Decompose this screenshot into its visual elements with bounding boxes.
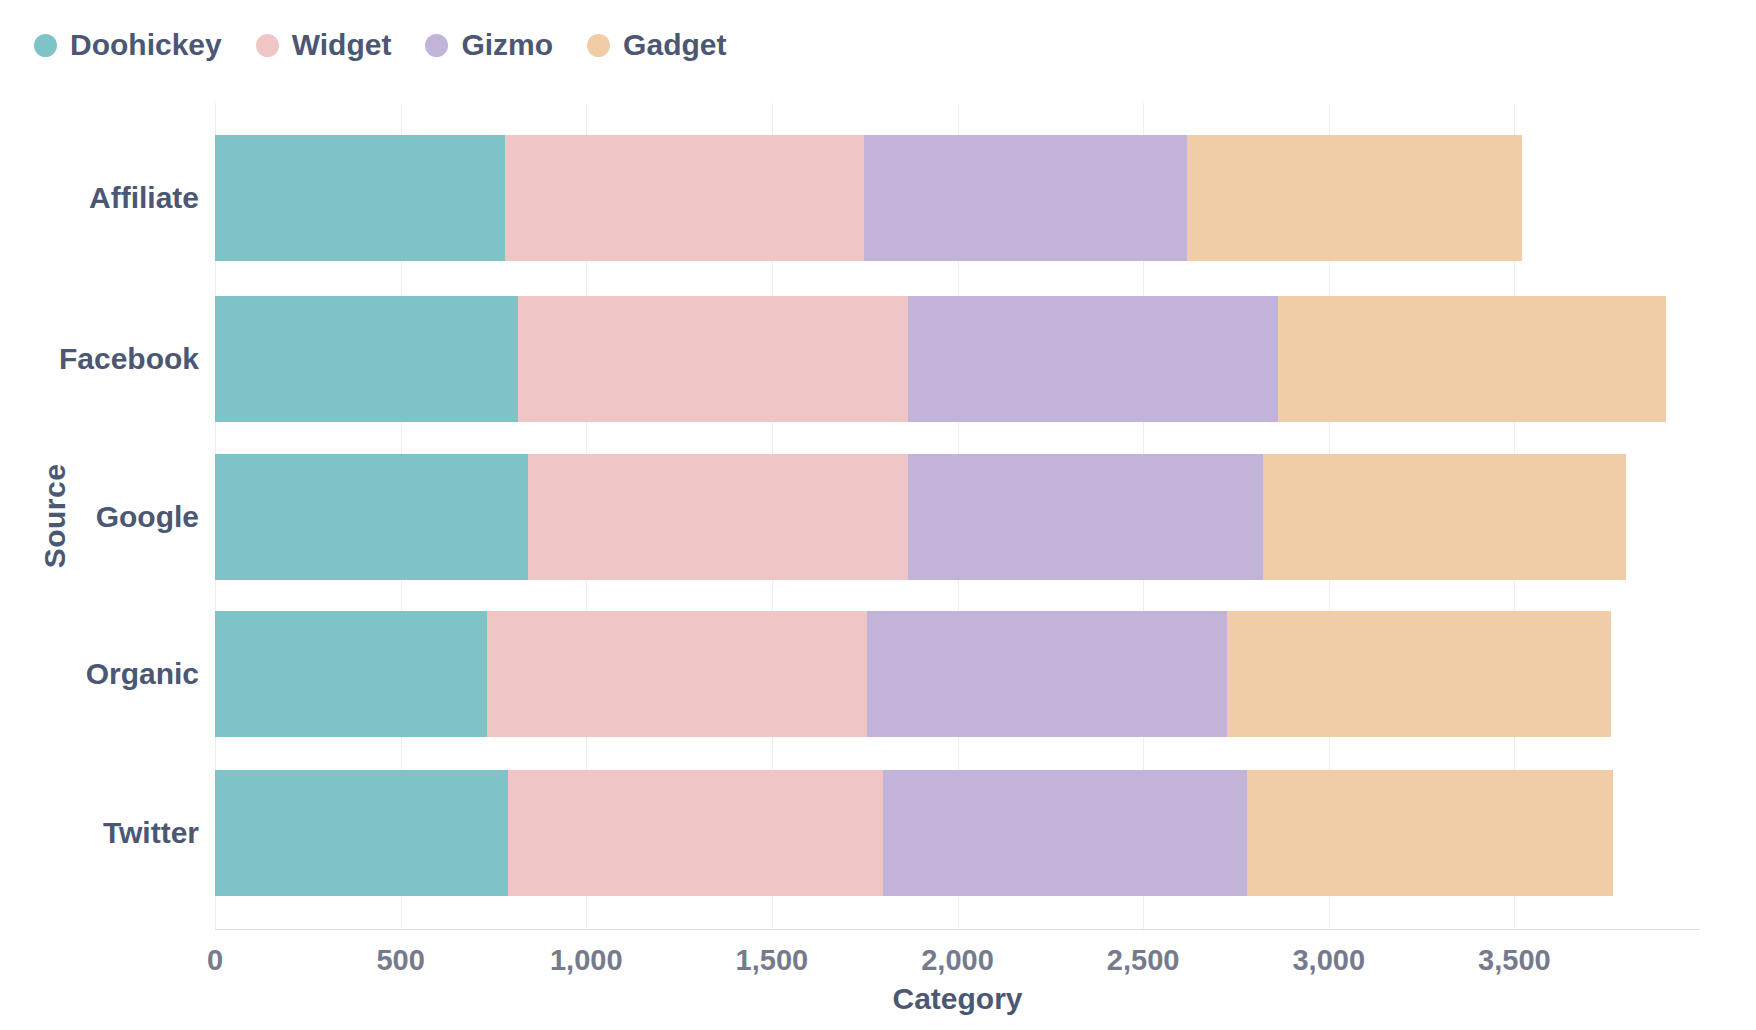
legend-label: Gizmo [461, 28, 553, 62]
bar-segment-google-gizmo[interactable] [908, 454, 1263, 580]
bar-segment-twitter-gizmo[interactable] [883, 770, 1248, 896]
x-axis-tick-label: 2,500 [1107, 944, 1180, 977]
bar-segment-affiliate-doohickey[interactable] [215, 135, 505, 261]
bar-row-affiliate [215, 135, 1700, 261]
bar-segment-organic-widget[interactable] [487, 611, 867, 737]
bar-row-organic [215, 611, 1700, 737]
x-axis-tick-label: 1,500 [736, 944, 809, 977]
x-axis-title: Category [215, 982, 1700, 1016]
y-axis-label-affiliate: Affiliate [0, 135, 199, 261]
legend-item-gizmo[interactable]: Gizmo [425, 28, 553, 62]
legend-dot-icon [256, 34, 279, 57]
bar-segment-google-doohickey[interactable] [215, 454, 528, 580]
bar-segment-google-widget[interactable] [528, 454, 909, 580]
y-axis-labels: Affiliate Facebook Google Organic Twitter [0, 0, 199, 1030]
bar-row-google [215, 454, 1700, 580]
y-axis-label-organic: Organic [0, 611, 199, 737]
bar-segment-organic-gadget[interactable] [1227, 611, 1611, 737]
x-axis-tick-label: 3,500 [1478, 944, 1551, 977]
bar-segment-affiliate-gizmo[interactable] [864, 135, 1188, 261]
x-axis-line [215, 929, 1700, 930]
y-axis-label-facebook: Facebook [0, 296, 199, 422]
legend-dot-icon [425, 34, 448, 57]
legend-item-widget[interactable]: Widget [256, 28, 392, 62]
legend-label: Gadget [623, 28, 726, 62]
bar-segment-twitter-doohickey[interactable] [215, 770, 508, 896]
legend-label: Widget [292, 28, 392, 62]
bar-segment-google-gadget[interactable] [1263, 454, 1626, 580]
x-axis-ticks: 05001,0001,5002,0002,5003,0003,500 [215, 944, 1700, 984]
x-axis-tick-label: 1,000 [550, 944, 623, 977]
legend-item-gadget[interactable]: Gadget [587, 28, 726, 62]
legend-dot-icon [587, 34, 610, 57]
bar-row-twitter [215, 770, 1700, 896]
bar-row-facebook [215, 296, 1700, 422]
bar-segment-twitter-gadget[interactable] [1247, 770, 1613, 896]
x-axis-tick-label: 500 [376, 944, 424, 977]
y-axis-label-google: Google [0, 454, 199, 580]
plot-area [215, 103, 1700, 929]
bar-segment-facebook-doohickey[interactable] [215, 296, 518, 422]
x-axis-tick-label: 0 [207, 944, 223, 977]
bar-segment-facebook-widget[interactable] [518, 296, 909, 422]
x-axis-tick-label: 2,000 [921, 944, 994, 977]
y-axis-label-twitter: Twitter [0, 770, 199, 896]
bar-segment-facebook-gizmo[interactable] [908, 296, 1278, 422]
chart-canvas: DoohickeyWidgetGizmoGadget Source Affili… [0, 0, 1756, 1030]
x-axis-tick-label: 3,000 [1292, 944, 1365, 977]
bar-segment-facebook-gadget[interactable] [1278, 296, 1666, 422]
bar-segment-twitter-widget[interactable] [508, 770, 882, 896]
bar-segment-organic-doohickey[interactable] [215, 611, 487, 737]
bar-segment-affiliate-widget[interactable] [505, 135, 863, 261]
bar-segment-affiliate-gadget[interactable] [1187, 135, 1522, 261]
bar-segment-organic-gizmo[interactable] [867, 611, 1227, 737]
